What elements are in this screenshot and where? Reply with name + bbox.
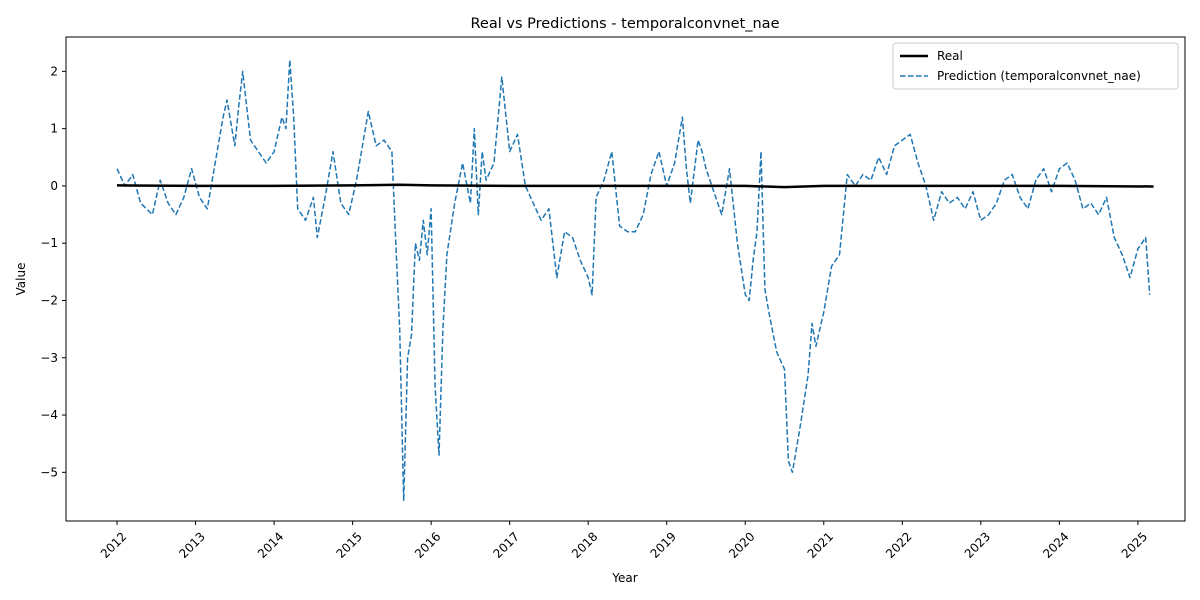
series-layer <box>116 59 1154 502</box>
y-tick-label: −2 <box>40 293 58 307</box>
y-axis: 2 1 0 −1 −2 −3 −4 −5 <box>40 64 66 479</box>
y-axis-label: Value <box>14 263 28 296</box>
y-tick-label: −5 <box>40 465 58 479</box>
legend-real-label: Real <box>937 49 963 63</box>
prediction-series-line <box>116 59 1151 502</box>
plot-frame <box>65 36 1186 522</box>
x-axis-label: Year <box>611 571 637 585</box>
y-tick-label: −3 <box>40 351 58 365</box>
chart-title: Real vs Predictions - temporalconvnet_na… <box>471 16 780 32</box>
real-series-line <box>116 183 1154 189</box>
legend-prediction-label: Prediction (temporalconvnet_nae) <box>937 69 1141 83</box>
y-tick-label: −4 <box>40 408 58 422</box>
y-tick-label: 0 <box>50 179 58 193</box>
y-tick-label: −1 <box>40 236 58 250</box>
legend-box <box>892 42 1179 90</box>
y-tick-label: 2 <box>50 64 58 78</box>
legend: Real Prediction (temporalconvnet_nae) <box>892 42 1179 90</box>
y-tick-label: 1 <box>50 122 58 136</box>
